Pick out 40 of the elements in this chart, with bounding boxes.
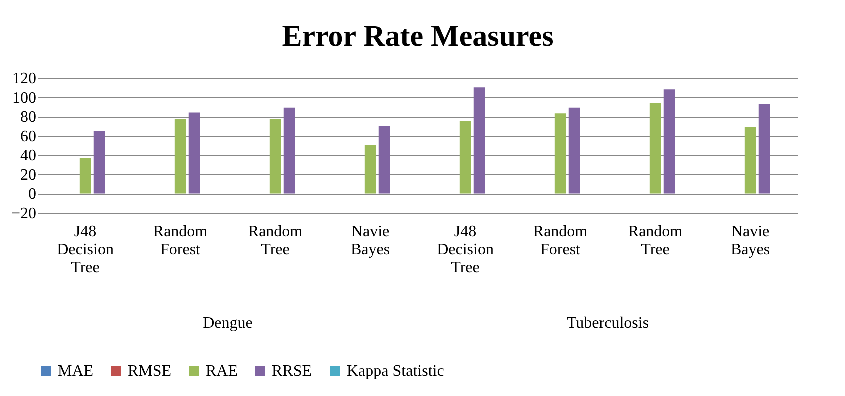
y-tick-label: 20 [20,166,36,184]
bar [650,103,662,194]
legend-label: RMSE [128,363,172,380]
x-tick-label: Navie Bayes [350,224,390,258]
y-tick-label: −20 [11,206,36,222]
y-tick-label: 60 [20,128,36,146]
bar [270,119,282,194]
bar [174,119,186,194]
bar [568,108,580,194]
x-tick-label: Random Forest [533,224,588,258]
y-tick-label: 40 [20,148,36,165]
bar [460,121,472,194]
bar [80,158,92,194]
legend-label: RRSE [272,363,312,380]
chart-title: Error Rate Measures [282,20,554,53]
y-tick-label: 100 [12,90,36,107]
bar [378,126,390,194]
bar [188,112,200,194]
legend-label: MAE [58,363,94,380]
bar [758,104,770,194]
bar [744,127,756,194]
x-tick-label: Random Tree [248,224,304,258]
bar [284,108,296,194]
bar [664,90,676,194]
x-tick-label: Navie Bayes [730,224,770,258]
text: Dengue [203,315,253,332]
legend-label: Kappa Statistic [347,363,444,380]
text: Tuberculosis [566,315,650,332]
bar [554,114,566,194]
x-tick-label: Random Tree [628,224,684,258]
y-tick-label: 80 [20,109,36,126]
x-tick-label: J48 Decision Tree [57,224,114,276]
x-tick-label: J48 Decision Tree [437,224,494,276]
bar [94,131,106,194]
x-tick-label: Random Forest [153,224,208,258]
y-tick-label: 0 [28,186,36,204]
y-tick-label: 120 [12,70,36,88]
bar [474,88,486,194]
bar [364,146,376,194]
legend-label: RAE [206,363,238,380]
